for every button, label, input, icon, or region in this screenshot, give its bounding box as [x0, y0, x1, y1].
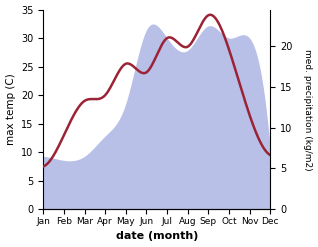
Y-axis label: med. precipitation (kg/m2): med. precipitation (kg/m2): [303, 49, 313, 170]
X-axis label: date (month): date (month): [116, 231, 198, 242]
Y-axis label: max temp (C): max temp (C): [5, 74, 16, 145]
